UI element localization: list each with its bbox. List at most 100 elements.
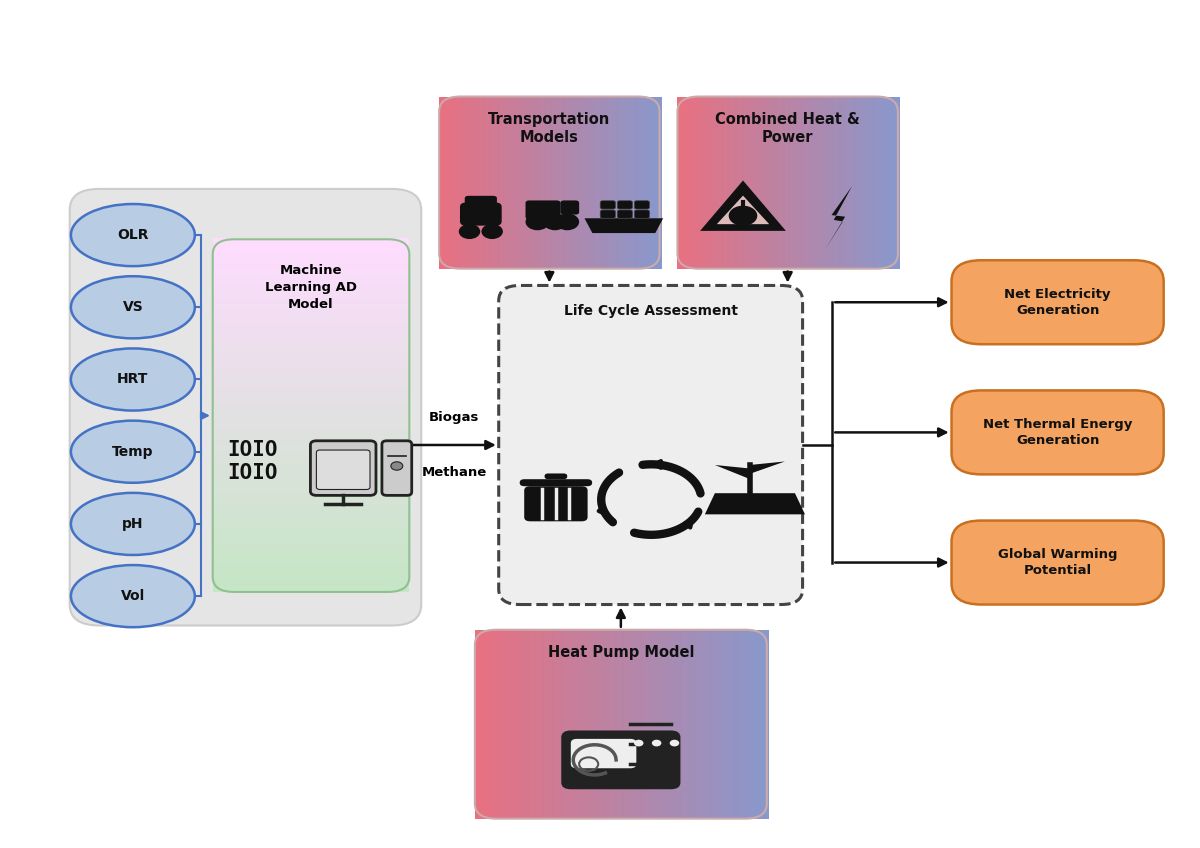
FancyBboxPatch shape	[581, 630, 587, 818]
Polygon shape	[700, 181, 786, 231]
FancyBboxPatch shape	[497, 630, 503, 818]
Circle shape	[458, 224, 480, 239]
FancyBboxPatch shape	[499, 286, 803, 605]
FancyBboxPatch shape	[610, 630, 616, 818]
FancyBboxPatch shape	[595, 630, 601, 818]
Text: Temp: Temp	[112, 444, 154, 459]
FancyBboxPatch shape	[601, 97, 607, 269]
FancyBboxPatch shape	[212, 496, 409, 504]
FancyBboxPatch shape	[494, 97, 499, 269]
FancyBboxPatch shape	[635, 97, 640, 269]
FancyBboxPatch shape	[580, 97, 584, 269]
FancyBboxPatch shape	[628, 630, 634, 818]
FancyBboxPatch shape	[736, 97, 740, 269]
FancyBboxPatch shape	[566, 630, 572, 818]
FancyBboxPatch shape	[712, 630, 718, 818]
FancyBboxPatch shape	[690, 630, 696, 818]
FancyBboxPatch shape	[571, 97, 576, 269]
FancyBboxPatch shape	[854, 97, 859, 269]
FancyBboxPatch shape	[562, 730, 680, 789]
FancyBboxPatch shape	[212, 279, 409, 287]
FancyBboxPatch shape	[636, 630, 642, 818]
FancyBboxPatch shape	[212, 367, 409, 375]
FancyBboxPatch shape	[763, 630, 769, 818]
FancyBboxPatch shape	[522, 630, 528, 818]
FancyBboxPatch shape	[648, 97, 654, 269]
FancyBboxPatch shape	[212, 261, 409, 269]
FancyBboxPatch shape	[524, 486, 588, 522]
FancyBboxPatch shape	[577, 97, 582, 269]
FancyBboxPatch shape	[846, 97, 851, 269]
FancyBboxPatch shape	[582, 97, 588, 269]
FancyBboxPatch shape	[486, 630, 492, 818]
FancyBboxPatch shape	[499, 97, 505, 269]
FancyBboxPatch shape	[212, 555, 409, 562]
FancyBboxPatch shape	[522, 97, 527, 269]
FancyBboxPatch shape	[469, 97, 474, 269]
Polygon shape	[716, 196, 769, 224]
FancyBboxPatch shape	[472, 97, 478, 269]
Text: Net Electricity
Generation: Net Electricity Generation	[1004, 287, 1111, 317]
FancyBboxPatch shape	[212, 426, 409, 433]
FancyBboxPatch shape	[511, 97, 516, 269]
FancyBboxPatch shape	[686, 630, 692, 818]
FancyBboxPatch shape	[610, 97, 616, 269]
FancyBboxPatch shape	[697, 97, 702, 269]
FancyBboxPatch shape	[566, 97, 571, 269]
FancyBboxPatch shape	[577, 630, 583, 818]
FancyBboxPatch shape	[889, 97, 895, 269]
Text: Life Cycle Assessment: Life Cycle Assessment	[564, 304, 738, 318]
FancyBboxPatch shape	[490, 630, 496, 818]
FancyBboxPatch shape	[706, 97, 710, 269]
FancyBboxPatch shape	[212, 478, 409, 486]
FancyBboxPatch shape	[624, 97, 629, 269]
FancyBboxPatch shape	[689, 97, 694, 269]
FancyBboxPatch shape	[478, 97, 482, 269]
Text: Transportation
Models: Transportation Models	[488, 112, 611, 145]
FancyBboxPatch shape	[618, 97, 623, 269]
FancyBboxPatch shape	[656, 97, 662, 269]
FancyBboxPatch shape	[518, 630, 524, 818]
FancyBboxPatch shape	[755, 97, 760, 269]
FancyBboxPatch shape	[760, 97, 766, 269]
Circle shape	[544, 214, 566, 231]
FancyBboxPatch shape	[643, 97, 648, 269]
FancyBboxPatch shape	[505, 97, 510, 269]
Text: Methane: Methane	[421, 466, 487, 479]
FancyBboxPatch shape	[570, 630, 576, 818]
FancyBboxPatch shape	[607, 97, 612, 269]
FancyBboxPatch shape	[552, 630, 558, 818]
FancyBboxPatch shape	[791, 97, 796, 269]
Ellipse shape	[71, 204, 194, 266]
FancyBboxPatch shape	[774, 97, 779, 269]
FancyBboxPatch shape	[212, 420, 409, 427]
Circle shape	[670, 739, 679, 746]
FancyBboxPatch shape	[212, 308, 409, 315]
Circle shape	[652, 739, 661, 746]
FancyBboxPatch shape	[516, 97, 522, 269]
FancyBboxPatch shape	[708, 630, 714, 818]
Text: pH: pH	[122, 517, 144, 531]
FancyBboxPatch shape	[716, 97, 721, 269]
FancyBboxPatch shape	[704, 630, 710, 818]
FancyBboxPatch shape	[545, 630, 551, 818]
FancyBboxPatch shape	[646, 97, 650, 269]
FancyBboxPatch shape	[818, 97, 823, 269]
FancyBboxPatch shape	[802, 97, 806, 269]
FancyBboxPatch shape	[488, 97, 494, 269]
FancyBboxPatch shape	[212, 455, 409, 463]
FancyBboxPatch shape	[859, 97, 864, 269]
FancyBboxPatch shape	[757, 97, 762, 269]
Text: Heat Pump Model: Heat Pump Model	[547, 644, 694, 660]
FancyBboxPatch shape	[558, 97, 563, 269]
Circle shape	[634, 739, 643, 746]
FancyBboxPatch shape	[738, 97, 743, 269]
FancyBboxPatch shape	[590, 97, 596, 269]
FancyBboxPatch shape	[721, 97, 727, 269]
FancyBboxPatch shape	[545, 473, 568, 479]
FancyBboxPatch shape	[556, 630, 562, 818]
FancyBboxPatch shape	[776, 97, 782, 269]
FancyBboxPatch shape	[626, 97, 631, 269]
FancyBboxPatch shape	[520, 479, 592, 486]
FancyBboxPatch shape	[613, 630, 619, 818]
